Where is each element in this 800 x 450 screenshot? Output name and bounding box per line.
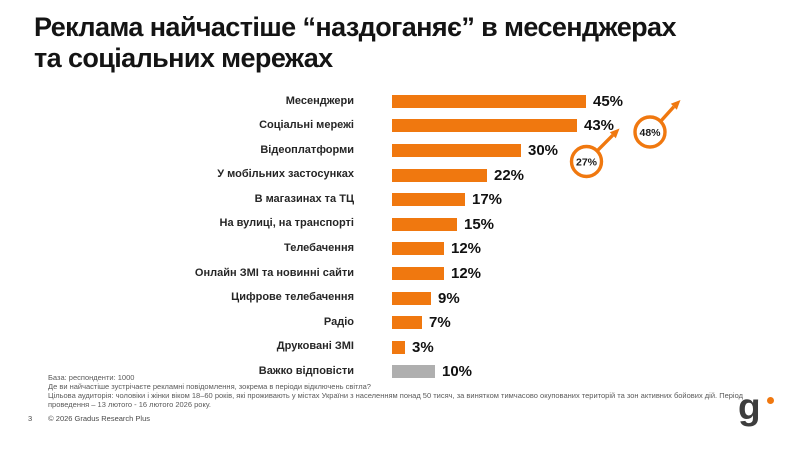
bar [392, 242, 444, 256]
bar-row: Радіо 7% [0, 310, 800, 335]
bar [392, 340, 405, 354]
category-label: На вулиці, на транспорті [219, 217, 354, 230]
category-label: Радіо [323, 315, 354, 328]
value-label: 3% [412, 338, 434, 356]
bar [392, 193, 465, 207]
gradus-logo-letter: g [738, 386, 761, 427]
bar [392, 316, 422, 330]
bar-row: Відеоплатформи 30% [0, 138, 800, 163]
bar-row: В магазинах та ТЦ 17% [0, 187, 800, 212]
bar-row: Важко відповісти 10% [0, 360, 800, 385]
bar [392, 217, 457, 231]
bar-row: Онлайн ЗМІ та новинні сайти 12% [0, 261, 800, 286]
bar-row: Соціальні мережі 43% [0, 114, 800, 139]
page-number: 3 [28, 414, 33, 423]
page-title-line-2: та соціальних мережах [34, 42, 333, 73]
bar [392, 94, 586, 108]
value-label: 15% [464, 215, 495, 233]
value-label: 12% [451, 240, 482, 258]
value-label: 43% [584, 117, 615, 135]
value-label: 30% [528, 141, 559, 159]
footnote-base: База: респонденти: 1000 [48, 373, 135, 382]
bar [392, 291, 431, 305]
bar [392, 266, 444, 280]
page-title: Реклама найчастіше “наздоганяє” в месенд… [34, 12, 779, 73]
gradus-logo: g [738, 388, 780, 432]
value-label: 7% [429, 314, 451, 332]
category-label: У мобільних застосунках [217, 168, 354, 181]
bar-row: У мобільних застосунках 22% [0, 163, 800, 188]
footnote-methodology: Цільова аудиторія: чоловіки і жінки віко… [48, 391, 743, 410]
value-label: 9% [438, 289, 460, 307]
gradus-logo-dot-icon [767, 397, 774, 404]
category-label: Друковані ЗМІ [276, 340, 354, 353]
bar-row: Цифрове телебачення 9% [0, 286, 800, 311]
copyright: © 2026 Gradus Research Plus [48, 414, 151, 423]
footnotes: База: респонденти: 1000 Де ви найчастіше… [48, 373, 760, 410]
category-label: Важко відповісти [258, 365, 354, 378]
category-label: Соціальні мережі [259, 119, 354, 132]
bar [392, 365, 435, 379]
bar [392, 143, 521, 157]
bottom-bar: 3 © 2026 Gradus Research Plus [28, 414, 150, 423]
category-label: Месенджери [285, 94, 354, 107]
category-label: В магазинах та ТЦ [254, 192, 354, 205]
category-label: Онлайн ЗМІ та новинні сайти [194, 266, 354, 279]
page-title-line-1: Реклама найчастіше “наздоганяє” в месенд… [34, 12, 676, 42]
bar-row: Друковані ЗМІ 3% [0, 335, 800, 360]
bar-row: Телебачення 12% [0, 237, 800, 262]
category-label: Відеоплатформи [260, 143, 354, 156]
value-label: 10% [442, 363, 473, 381]
bar-chart: Месенджери 45% Соціальні мережі 43% Відеопла… [0, 89, 800, 384]
bar-row: Месенджери 45% [0, 89, 800, 114]
value-label: 22% [494, 166, 525, 184]
value-label: 17% [472, 191, 503, 209]
category-label: Телебачення [284, 242, 354, 255]
category-label: Цифрове телебачення [231, 291, 354, 304]
value-label: 45% [593, 92, 624, 110]
bar [392, 119, 577, 133]
value-label: 12% [451, 264, 482, 282]
footnote-question: Де ви найчастіше зустрічаєте рекламні по… [48, 382, 371, 392]
bar [392, 168, 487, 182]
bar-row: На вулиці, на транспорті 15% [0, 212, 800, 237]
